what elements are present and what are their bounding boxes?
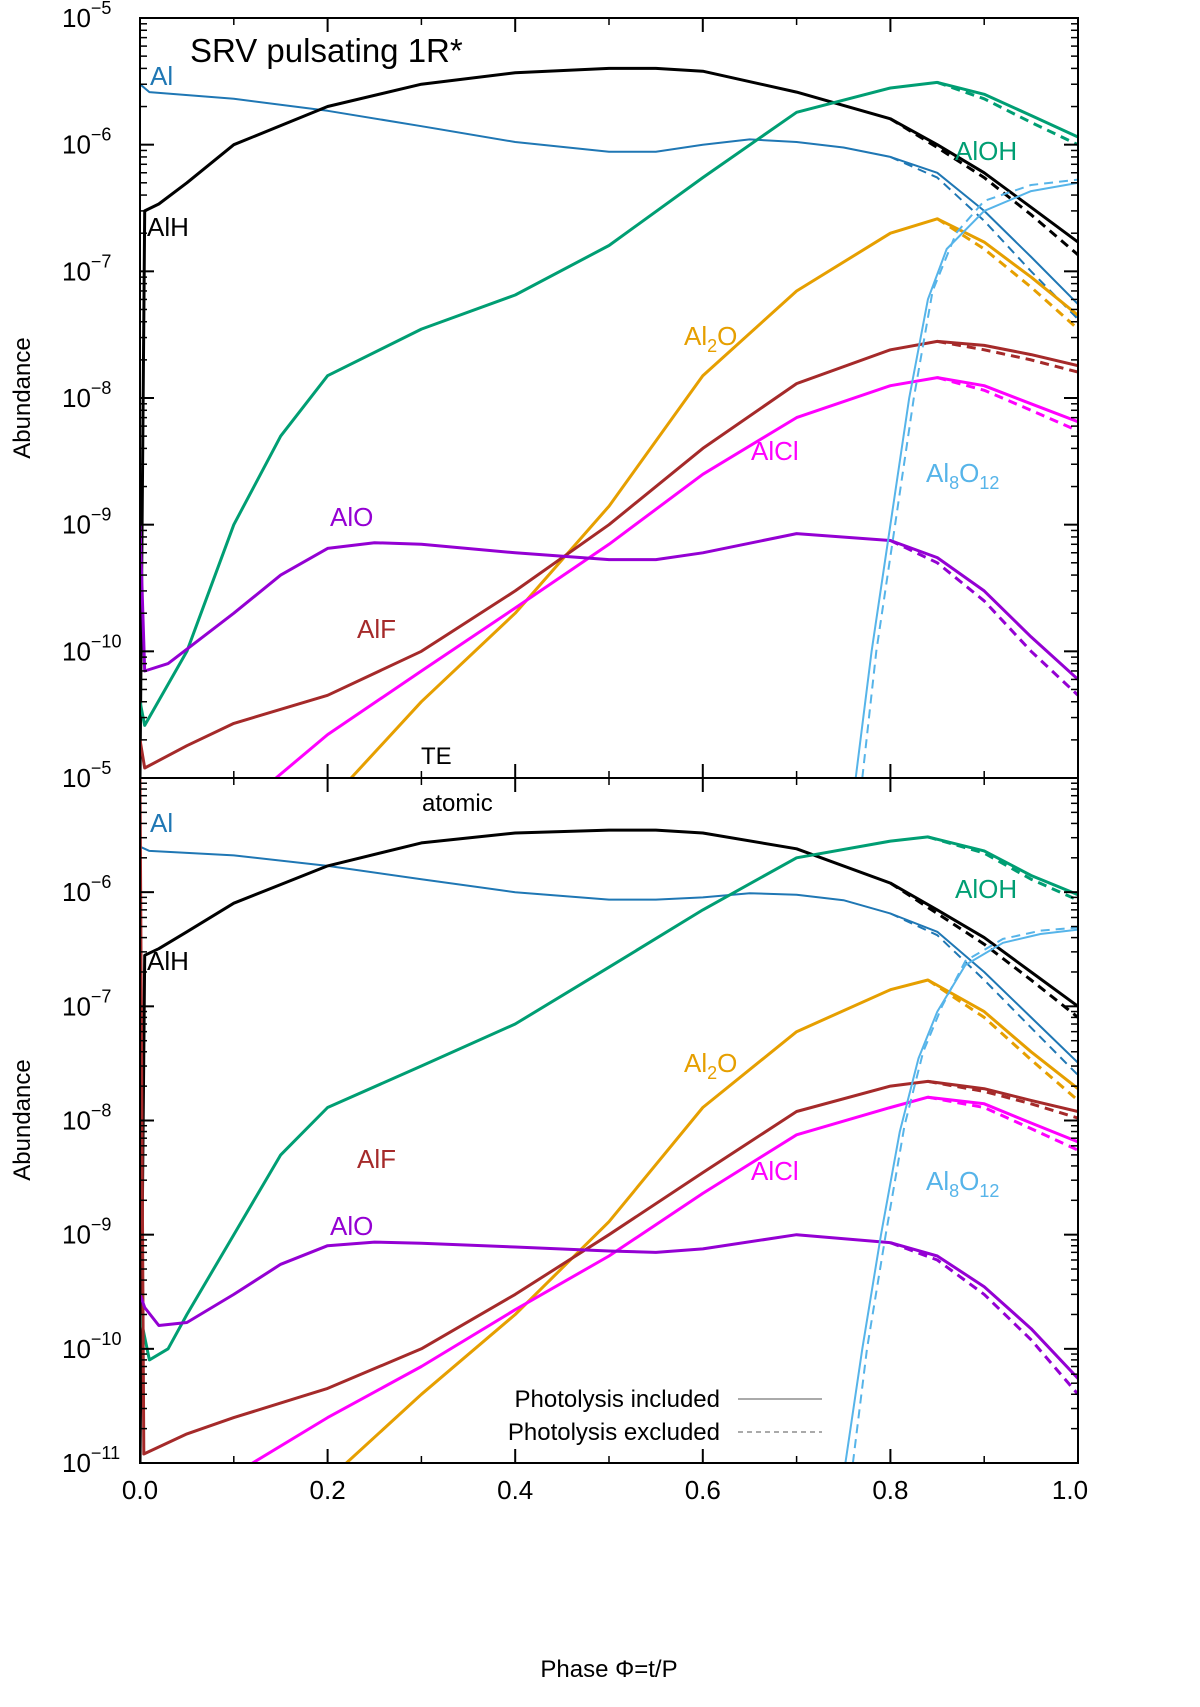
series-aloh-excluded-line [927,835,1078,902]
top-panel: 10−5 10−6 10−7 10−8 10−9 10−10 10−5 SRV pulsat… [9,0,1079,793]
bottom-curves [140,778,1078,1463]
y-tick-label: 10−10 [62,1329,121,1364]
series-al2o-excluded-line [927,978,1078,1102]
series-al8o12-line [854,181,1078,778]
bottom-x-ticks: 0.0 0.2 0.4 0.6 0.8 1.0 [122,778,1088,1505]
series-al-line [140,83,1078,306]
y-tick-label: 10−9 [62,1215,111,1250]
x-tick-label: 0.0 [122,1475,158,1505]
series-label-aloh: AlOH [955,136,1017,166]
bottom-panel-title: atomic [422,790,493,817]
series-aloh-line [140,835,1078,1362]
series-label-aloh: AlOH [955,874,1017,904]
x-tick-label: 0.4 [497,1475,533,1505]
series-alf-line [140,339,1078,770]
series-alf-excluded-line [927,1079,1078,1120]
series-al-excluded-line [889,912,1078,1076]
top-curves [140,66,1078,778]
top-y-axis-label: Abundance [9,337,36,458]
series-alf-line [140,778,1078,1456]
series-al8o12-excluded-line [851,926,1078,1463]
y-tick-label: 10−5 [62,758,111,793]
series-label-alcl: AlCl [751,436,799,466]
series-aloh-line [140,80,1078,727]
series-al-excluded-line [889,155,1078,320]
te-label: TE [421,743,452,770]
series-label-al2o: Al2O [684,1048,737,1083]
series-label-al8o12: Al8O12 [926,1166,999,1201]
bottom-series-labels: Al AlH AlOH Al2O AlF AlCl AlO Al8O12 [147,808,1017,1241]
series-label-al8o12: Al8O12 [926,458,999,493]
bottom-y-ticks: 10−6 10−7 10−8 10−9 10−10 10−11 [62,782,1078,1478]
top-panel-title: SRV pulsating 1R* [190,32,463,69]
series-aloh-excluded-line [936,80,1078,147]
y-tick-label: 10−5 [62,0,111,33]
legend-included-label: Photolysis included [515,1386,720,1413]
y-tick-label: 10−7 [62,251,111,286]
series-al8o12-line [844,928,1078,1463]
series-label-alo: AlO [330,1211,373,1241]
series-alcl-line [274,376,1078,778]
series-al-line [140,845,1078,1064]
series-label-al2o: Al2O [684,321,737,356]
series-alcl-line [251,1095,1078,1463]
series-alo-excluded-line [889,1241,1078,1396]
bottom-y-axis-label: Abundance [9,1059,36,1180]
series-al2o-line [344,978,1078,1463]
series-label-alcl: AlCl [751,1156,799,1186]
y-tick-label: 10−6 [62,872,111,907]
series-label-al: Al [150,61,173,91]
x-tick-label: 0.6 [685,1475,721,1505]
series-alh-excluded-line [889,881,1078,1019]
x-tick-label: 0.8 [872,1475,908,1505]
series-alf-excluded-line [937,339,1078,374]
series-label-alf: AlF [357,614,396,644]
series-label-alh: AlH [147,212,189,242]
top-series-labels: Al AlH AlOH Al2O AlF AlCl AlO Al8O12 [147,61,1017,644]
top-y-ticks: 10−5 10−6 10−7 10−8 10−9 10−10 10−5 [62,0,1078,793]
legend: Photolysis included Photolysis excluded [508,1386,822,1446]
series-alo-line [140,523,1078,681]
y-tick-label: 10−9 [62,505,111,540]
series-label-alf: AlF [357,1144,396,1174]
y-tick-label: 10−11 [62,1443,120,1478]
series-label-al: Al [150,808,173,838]
series-alcl-excluded-line [936,376,1078,433]
series-alh-line [140,66,1078,778]
series-label-alh: AlH [147,946,189,976]
x-axis-label: Phase Φ=t/P [540,1656,677,1683]
y-tick-label: 10−6 [62,125,111,160]
legend-excluded-label: Photolysis excluded [508,1419,720,1446]
y-tick-label: 10−10 [62,631,121,666]
top-x-ticks [139,18,1079,778]
x-tick-label: 1.0 [1052,1475,1088,1505]
series-alh-line [140,828,1078,1463]
series-alh-excluded-line [889,117,1078,256]
series-al8o12-excluded-line [861,178,1078,778]
y-tick-label: 10−8 [62,1101,111,1136]
series-alo-excluded-line [889,539,1078,697]
series-al2o-line [349,217,1078,778]
series-alo-line [140,1233,1078,1380]
y-tick-label: 10−7 [62,986,111,1021]
series-label-alo: AlO [330,502,373,532]
x-tick-label: 0.2 [310,1475,346,1505]
series-alcl-excluded-line [927,1095,1078,1152]
y-tick-label: 10−8 [62,378,111,413]
